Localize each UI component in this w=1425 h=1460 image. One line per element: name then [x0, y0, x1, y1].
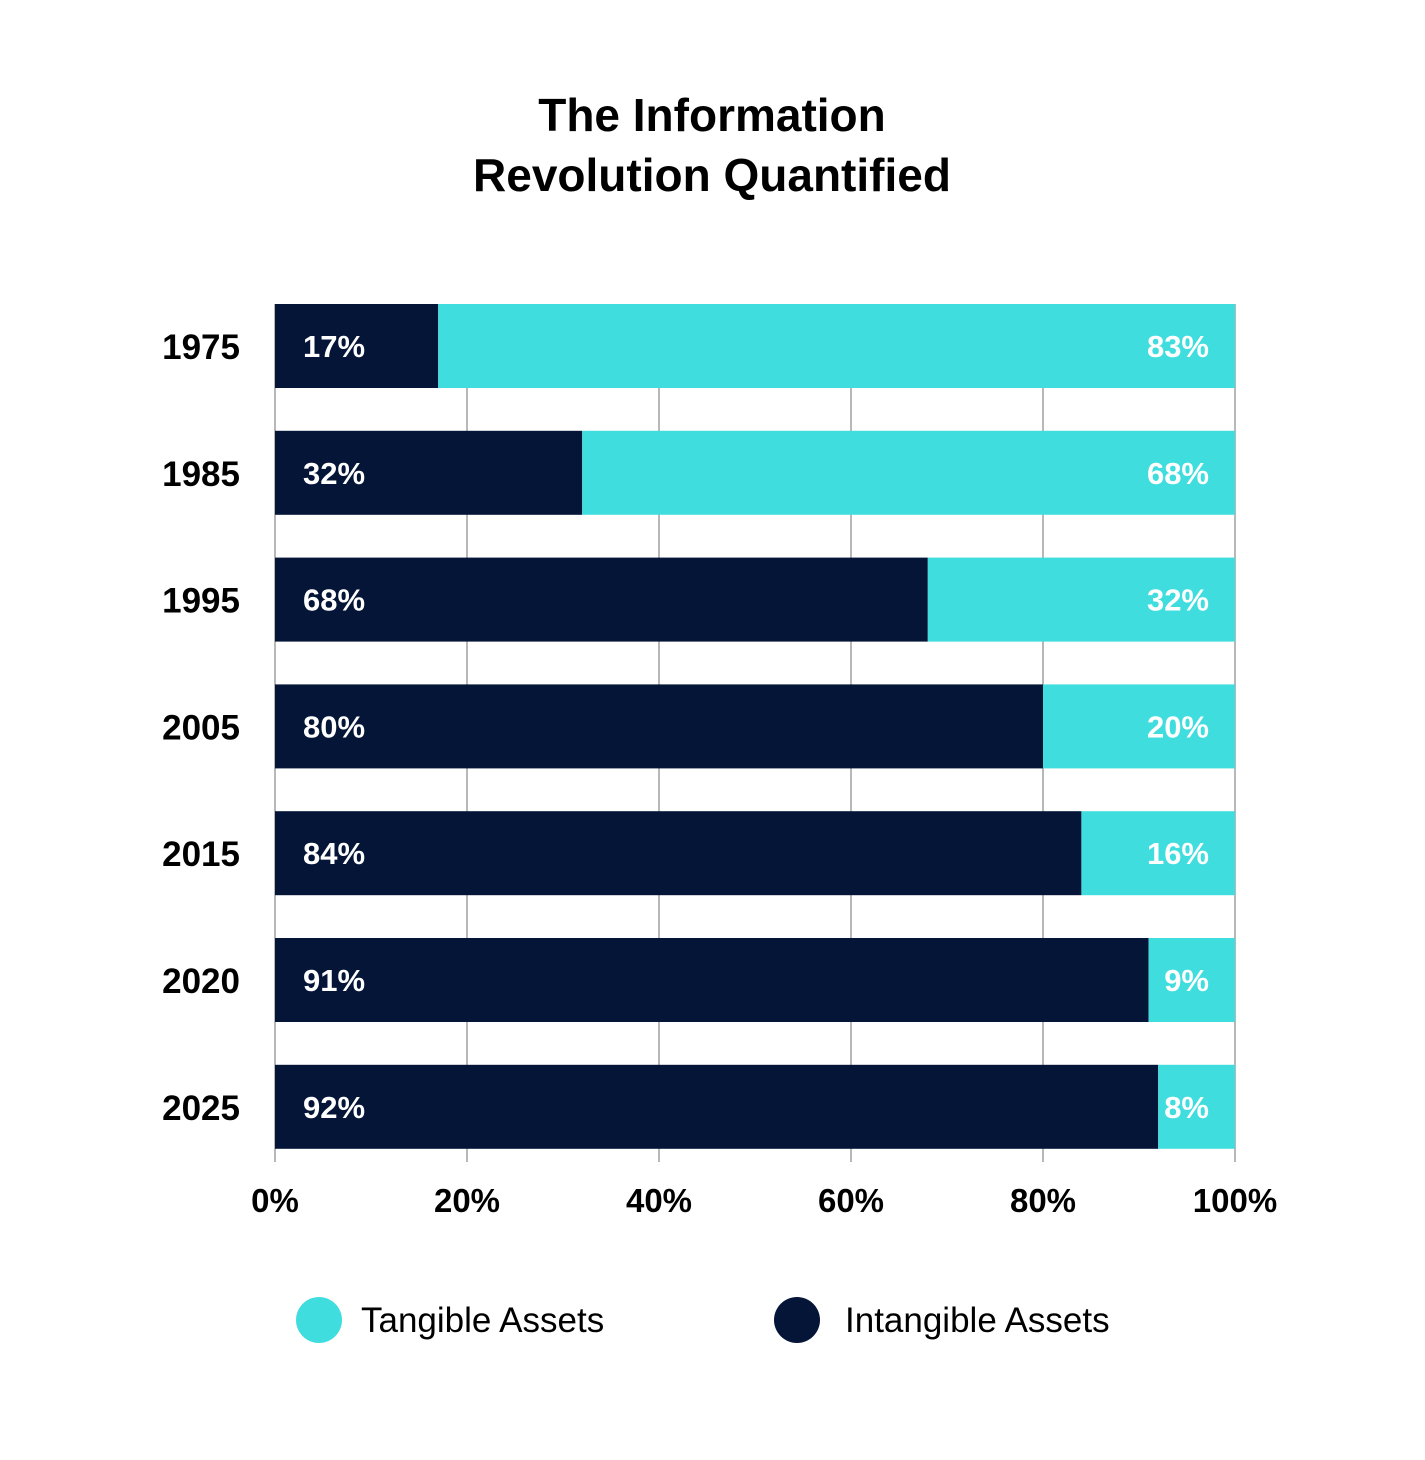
data-label-2025-intangible: 92%: [303, 1090, 365, 1125]
data-label-2020-tangible: 9%: [1164, 963, 1209, 998]
category-label-2020: 2020: [162, 962, 240, 1001]
bar-1995-intangible: [275, 557, 928, 642]
legend-swatch-1: [774, 1297, 820, 1343]
category-label-2005: 2005: [162, 708, 240, 747]
data-label-2020-intangible: 91%: [303, 963, 365, 998]
data-label-2005-intangible: 80%: [303, 709, 365, 744]
data-label-1975-intangible: 17%: [303, 329, 365, 364]
chart-title: The Information Revolution Quantified: [473, 89, 951, 201]
bar-1975-tangible: [438, 304, 1235, 388]
category-label-2015: 2015: [162, 835, 240, 874]
x-tick-label-2: 40%: [626, 1182, 692, 1219]
bar-2005-tangible: [1043, 684, 1235, 769]
data-label-2015-intangible: 84%: [303, 836, 365, 871]
bar-2025-intangible: [275, 1064, 1159, 1149]
category-labels: 1975 1985 1995 2005 2015 2020 2025: [162, 328, 240, 1128]
x-tick-label-4: 80%: [1010, 1182, 1076, 1219]
chart-title-line-1: The Information: [538, 89, 886, 141]
bar-1975-intangible: [275, 304, 439, 388]
category-label-1985: 1985: [162, 455, 240, 494]
chart-title-line-2: Revolution Quantified: [473, 149, 951, 201]
legend: Tangible Assets Intangible Assets: [296, 1297, 1110, 1343]
bar-2005-intangible: [275, 684, 1043, 769]
category-label-1975: 1975: [162, 328, 240, 367]
bar-2025-tangible: [1158, 1064, 1235, 1149]
data-label-1995-tangible: 32%: [1147, 583, 1209, 618]
x-tick-label-3: 60%: [818, 1182, 884, 1219]
category-label-2025: 2025: [162, 1089, 240, 1128]
bar-1995-tangible: [927, 557, 1235, 642]
data-label-2005-tangible: 20%: [1147, 709, 1209, 744]
legend-swatch-0: [296, 1297, 342, 1343]
bar-1985-tangible: [582, 430, 1235, 515]
bar-1985-intangible: [275, 430, 583, 515]
x-tick-label-1: 20%: [434, 1182, 500, 1219]
bar-2015-tangible: [1081, 811, 1235, 896]
x-tick-label-0: 0%: [251, 1182, 299, 1219]
data-label-1975-tangible: 83%: [1147, 329, 1209, 364]
x-axis-tick-labels: 0% 20% 40% 60% 80% 100%: [251, 1182, 1277, 1219]
bars: 17% 83% 32% 68% 68% 32% 80% 20% 84% 16% 91% 9% 92% 8%: [275, 304, 1235, 1149]
legend-label-0: Tangible Assets: [361, 1301, 604, 1340]
legend-label-1: Intangible Assets: [845, 1301, 1110, 1340]
x-tick-label-5: 100%: [1193, 1182, 1277, 1219]
data-label-2015-tangible: 16%: [1147, 836, 1209, 871]
data-label-1985-tangible: 68%: [1147, 456, 1209, 491]
data-label-2025-tangible: 8%: [1164, 1090, 1209, 1125]
bar-2015-intangible: [275, 811, 1082, 896]
category-label-1995: 1995: [162, 582, 240, 621]
data-label-1995-intangible: 68%: [303, 583, 365, 618]
data-label-1985-intangible: 32%: [303, 456, 365, 491]
bar-2020-tangible: [1148, 938, 1235, 1022]
bar-2020-intangible: [275, 938, 1149, 1022]
